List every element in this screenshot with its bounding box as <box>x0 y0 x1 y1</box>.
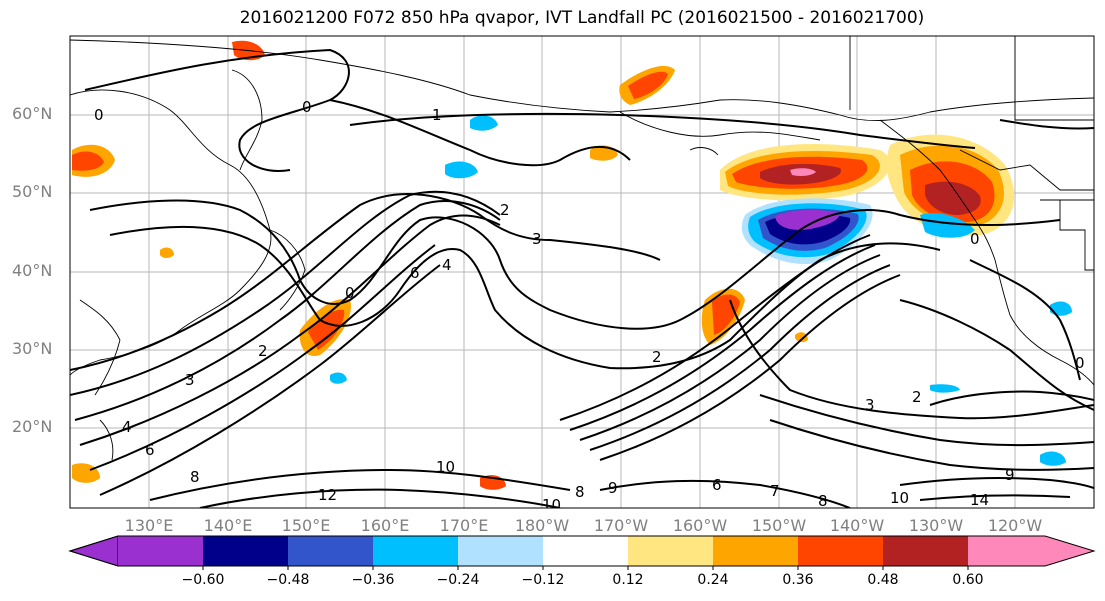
lon-label: 180°W <box>514 516 570 535</box>
lon-label: 160°E <box>360 516 410 535</box>
contour-label: 10 <box>436 458 455 476</box>
colorbar-tick-label: 0.12 <box>612 572 644 588</box>
contour-label: 6 <box>410 264 420 282</box>
colorbar-tick-label: −0.48 <box>266 572 310 588</box>
contour-label: 0 <box>345 284 355 302</box>
map-title: 2016021200 F072 850 hPa qvapor, IVT Land… <box>239 8 925 28</box>
contour-label: 9 <box>608 479 618 497</box>
contour-label: 7 <box>770 482 780 500</box>
contour-label: 8 <box>190 468 200 486</box>
colorbar-tick-label: −0.60 <box>181 572 225 588</box>
colorbar <box>68 535 1096 570</box>
contour-label: 8 <box>575 483 585 501</box>
contour-label: 0 <box>94 106 104 124</box>
colorbar-segment <box>288 536 373 566</box>
contour-label: 3 <box>185 371 195 389</box>
contour-label: 14 <box>970 491 989 509</box>
contour-label: 6 <box>712 476 722 494</box>
colorbar-segment <box>883 536 968 566</box>
lat-label: 40°N <box>12 261 53 280</box>
lon-label: 140°W <box>829 516 885 535</box>
lon-label: 170°E <box>439 516 489 535</box>
contour-label: 8 <box>818 492 828 510</box>
colorbar-segment <box>458 536 543 566</box>
contour-label: 3 <box>865 396 875 414</box>
contour-label: 2 <box>652 348 662 366</box>
colorbar-tick-label: 0.60 <box>952 572 984 588</box>
contour-label: 1 <box>432 106 442 124</box>
lat-label: 60°N <box>12 104 53 123</box>
colorbar-tick-label: −0.12 <box>521 572 565 588</box>
contour-label: 10 <box>890 489 909 507</box>
contour-label: 2 <box>912 388 922 406</box>
lon-label: 150°W <box>751 516 807 535</box>
colorbar-extend-high <box>968 536 1094 566</box>
lon-label: 160°W <box>672 516 728 535</box>
colorbar-tick-label: −0.24 <box>436 572 480 588</box>
contour-label: 2 <box>258 342 268 360</box>
contour-label: 6 <box>145 441 155 459</box>
map-frame <box>69 35 1095 509</box>
qvapor-shading <box>72 40 1072 490</box>
colorbar-segment <box>373 536 458 566</box>
colorbar-segment <box>628 536 713 566</box>
contour-label: 0 <box>970 230 980 248</box>
ivt-contours <box>70 48 1094 508</box>
contour-label: 3 <box>532 230 542 248</box>
contour-label-group: 0 0 1 2 2 3 4 6 0 2 3 4 6 8 10 12 8 9 10… <box>94 98 1085 514</box>
lon-label: 140°E <box>203 516 253 535</box>
colorbar-tick-label: 0.36 <box>782 572 814 588</box>
lat-label: 50°N <box>12 182 53 201</box>
contour-label: 2 <box>500 201 510 219</box>
contour-label: 0 <box>1075 354 1085 372</box>
colorbar-tick-label: 0.24 <box>697 572 729 588</box>
lon-label: 130°E <box>124 516 174 535</box>
colorbar-tick-label: 0.48 <box>867 572 899 588</box>
contour-label: 9 <box>1005 466 1015 484</box>
lat-label: 30°N <box>12 339 53 358</box>
lon-label: 120°W <box>987 516 1043 535</box>
lon-label: 130°W <box>908 516 964 535</box>
lon-label: 170°W <box>593 516 649 535</box>
lon-label: 150°E <box>281 516 331 535</box>
colorbar-segment <box>798 536 883 566</box>
contour-label: 12 <box>318 486 337 504</box>
colorbar-segment <box>713 536 798 566</box>
contour-label: 4 <box>442 256 452 274</box>
lat-label: 20°N <box>12 417 53 436</box>
colorbar-segment <box>543 536 628 566</box>
contour-label: 4 <box>122 418 132 436</box>
colorbar-segment <box>203 536 288 566</box>
contour-label: 10 <box>542 496 561 514</box>
colorbar-extend-low <box>68 535 119 567</box>
colorbar-segment <box>118 536 203 566</box>
contour-label: 0 <box>302 98 312 116</box>
colorbar-tick-label: −0.36 <box>351 572 395 588</box>
